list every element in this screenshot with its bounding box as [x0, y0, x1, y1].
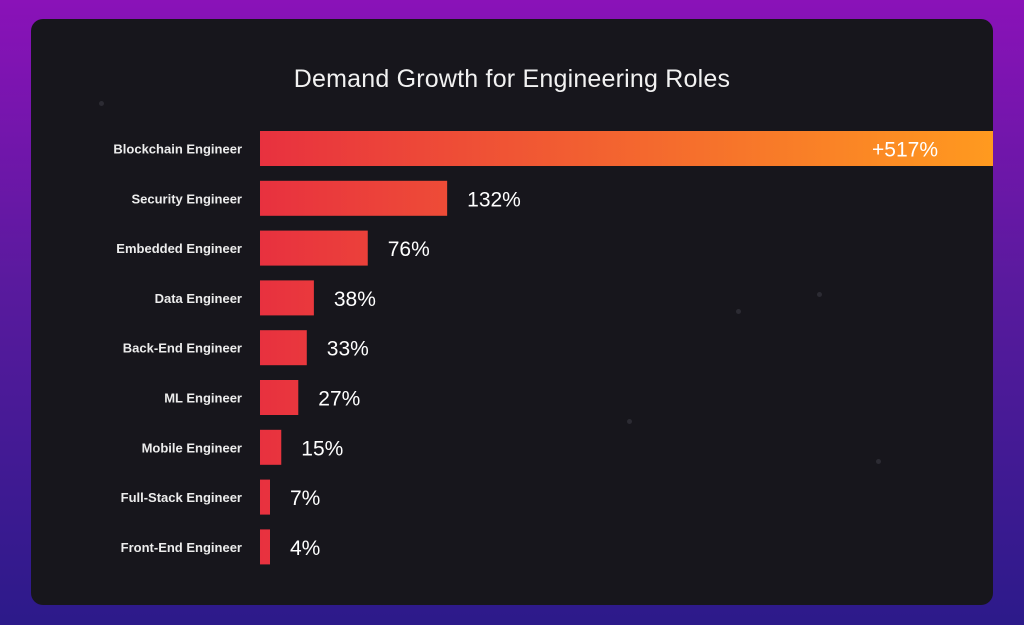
category-label: Mobile Engineer: [142, 440, 242, 455]
decorative-dot: [99, 101, 104, 106]
decorative-dot: [627, 419, 632, 424]
category-label: Embedded Engineer: [116, 241, 242, 256]
bar: [260, 330, 307, 366]
value-label: 33%: [327, 338, 369, 361]
category-label: Data Engineer: [155, 291, 242, 306]
category-label: Back-End Engineer: [123, 341, 242, 356]
bar: [260, 280, 314, 316]
value-label: 38%: [334, 288, 376, 311]
category-label: Front-End Engineer: [121, 540, 242, 555]
value-label: 76%: [388, 238, 430, 261]
value-label: 27%: [318, 388, 360, 411]
value-label: +517%: [872, 139, 938, 162]
category-label: Blockchain Engineer: [113, 142, 242, 157]
decorative-dot: [876, 459, 881, 464]
decorative-dot: [736, 309, 741, 314]
bar: [260, 131, 993, 166]
bar: [260, 180, 448, 216]
category-label: Security Engineer: [131, 191, 242, 206]
bar: [260, 479, 270, 515]
decorative-dot: [817, 292, 822, 297]
bar: [260, 529, 270, 565]
bar: [260, 380, 299, 415]
bar: [260, 429, 282, 465]
value-label: 4%: [290, 537, 320, 560]
bar: [260, 230, 368, 266]
bar-chart: Blockchain Engineer +517% Security Enginee…: [113, 131, 993, 565]
value-label: 132%: [467, 188, 521, 211]
category-label: ML Engineer: [164, 391, 242, 406]
value-label: 7%: [290, 487, 320, 510]
chart-card: Demand Growth for Engineering Roles Bloc…: [31, 19, 993, 605]
value-label: 15%: [301, 437, 343, 460]
category-label: Full-Stack Engineer: [121, 490, 242, 505]
chart-title: Demand Growth for Engineering Roles: [293, 65, 731, 93]
